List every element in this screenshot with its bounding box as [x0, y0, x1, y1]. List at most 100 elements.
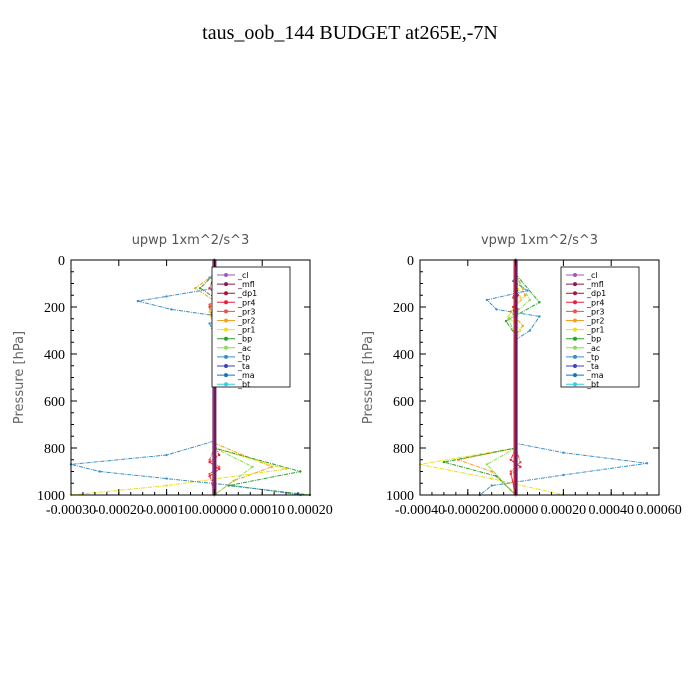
series-point: [528, 298, 532, 302]
series-point: [519, 296, 522, 299]
y-tick-label: 400: [44, 348, 65, 363]
series-point: [504, 319, 508, 323]
y-tick-label: 600: [44, 395, 65, 410]
series-point: [136, 299, 140, 303]
legend-label: _ma: [586, 371, 604, 380]
series-line-pr1: [419, 273, 564, 496]
legend-label: _pr1: [586, 326, 604, 335]
series-point: [528, 329, 532, 332]
y-tick-label: 0: [58, 254, 65, 269]
series-point: [194, 287, 197, 290]
series-line-tp: [479, 273, 648, 496]
series-point: [232, 484, 235, 487]
page-title: taus_oob_144 BUDGET at265E,-7N: [202, 22, 498, 44]
series-point: [509, 470, 512, 473]
panel-2: vpwp 1xm^2/s^3 Pressure [hPa] -0.00040-0.0…: [361, 233, 682, 518]
x-tick-label: 0.00060: [636, 503, 682, 518]
legend-label: _pr3: [586, 307, 604, 316]
legend-marker: [573, 327, 577, 332]
series-point: [284, 467, 288, 471]
legend-label: _bp: [237, 335, 252, 344]
legend-marker: [224, 300, 228, 305]
legend-label: _ma: [237, 371, 255, 380]
series-point: [562, 451, 565, 454]
series-point: [485, 298, 489, 302]
series-point: [490, 484, 493, 487]
series-point: [165, 477, 168, 480]
panel-title: vpwp 1xm^2/s^3: [481, 233, 598, 248]
legend-label: _cl: [237, 271, 249, 280]
series-point: [170, 308, 173, 311]
series-line-bp: [443, 273, 541, 496]
series-point: [299, 470, 302, 473]
series-point: [490, 477, 493, 480]
legend-marker: [224, 309, 228, 314]
x-tick-label: -0.00030: [46, 503, 96, 518]
legend-marker: [224, 282, 228, 287]
series-point: [538, 301, 541, 304]
series-point: [521, 324, 524, 327]
legend-label: _ta: [586, 362, 599, 371]
series-point: [165, 453, 168, 457]
legend-marker: [573, 291, 577, 296]
series-point: [270, 465, 273, 468]
legend-label: _pr4: [586, 298, 604, 307]
series-point: [208, 310, 211, 313]
legend-label: _bt: [237, 380, 250, 389]
legend-label: _mfl: [586, 280, 604, 289]
legend-marker: [224, 373, 228, 378]
legend-label: _pr2: [237, 317, 255, 326]
legend-marker: [573, 354, 577, 359]
legend-marker: [224, 273, 228, 277]
legend-label: _pr3: [237, 307, 255, 316]
series-point: [526, 289, 529, 292]
series-point: [251, 465, 254, 468]
y-tick-label: 800: [44, 442, 65, 457]
series-point: [538, 315, 541, 318]
series-point: [208, 458, 211, 461]
series-point: [495, 308, 498, 311]
series-line-ac: [486, 273, 531, 496]
series-point: [208, 276, 211, 279]
x-tick-label: 0.00010: [239, 503, 285, 518]
y-tick-label: 200: [44, 301, 65, 316]
legend-marker: [573, 309, 577, 314]
series-point: [495, 475, 498, 478]
x-tick-label: 0.00000: [493, 503, 539, 518]
series-point: [165, 295, 168, 298]
legend-marker: [224, 354, 228, 359]
legend-label: _cl: [586, 271, 598, 280]
x-tick-label: -0.00020: [443, 503, 493, 518]
legend-label: _pr4: [237, 298, 255, 307]
series-point: [208, 460, 211, 464]
series-point: [519, 329, 522, 332]
series-point: [208, 303, 211, 306]
y-tick-label: 1000: [386, 489, 414, 504]
legend-marker: [224, 336, 228, 341]
legend-marker: [573, 382, 577, 387]
legend-marker: [573, 300, 577, 305]
legend-label: _dp1: [586, 289, 606, 298]
series-point: [98, 470, 101, 473]
x-tick-label: 0.00020: [541, 503, 587, 518]
legend-label: _ac: [237, 344, 251, 353]
legend-marker: [573, 273, 577, 277]
legend-marker: [573, 373, 577, 378]
series-point: [485, 463, 489, 466]
series-point: [218, 467, 221, 471]
legend-label: _bt: [586, 380, 599, 389]
legend-label: _dp1: [237, 289, 257, 298]
series-point: [442, 460, 446, 464]
series-point: [507, 315, 510, 318]
y-tick-label: 600: [393, 395, 414, 410]
series-point: [218, 453, 221, 457]
x-tick-label: -0.00020: [94, 503, 144, 518]
x-tick-label: 0.00040: [588, 503, 634, 518]
series-point: [562, 473, 565, 477]
y-tick-label: 400: [393, 348, 414, 363]
y-tick-label: 1000: [37, 489, 65, 504]
series-point: [208, 322, 211, 325]
series-point: [165, 484, 168, 487]
